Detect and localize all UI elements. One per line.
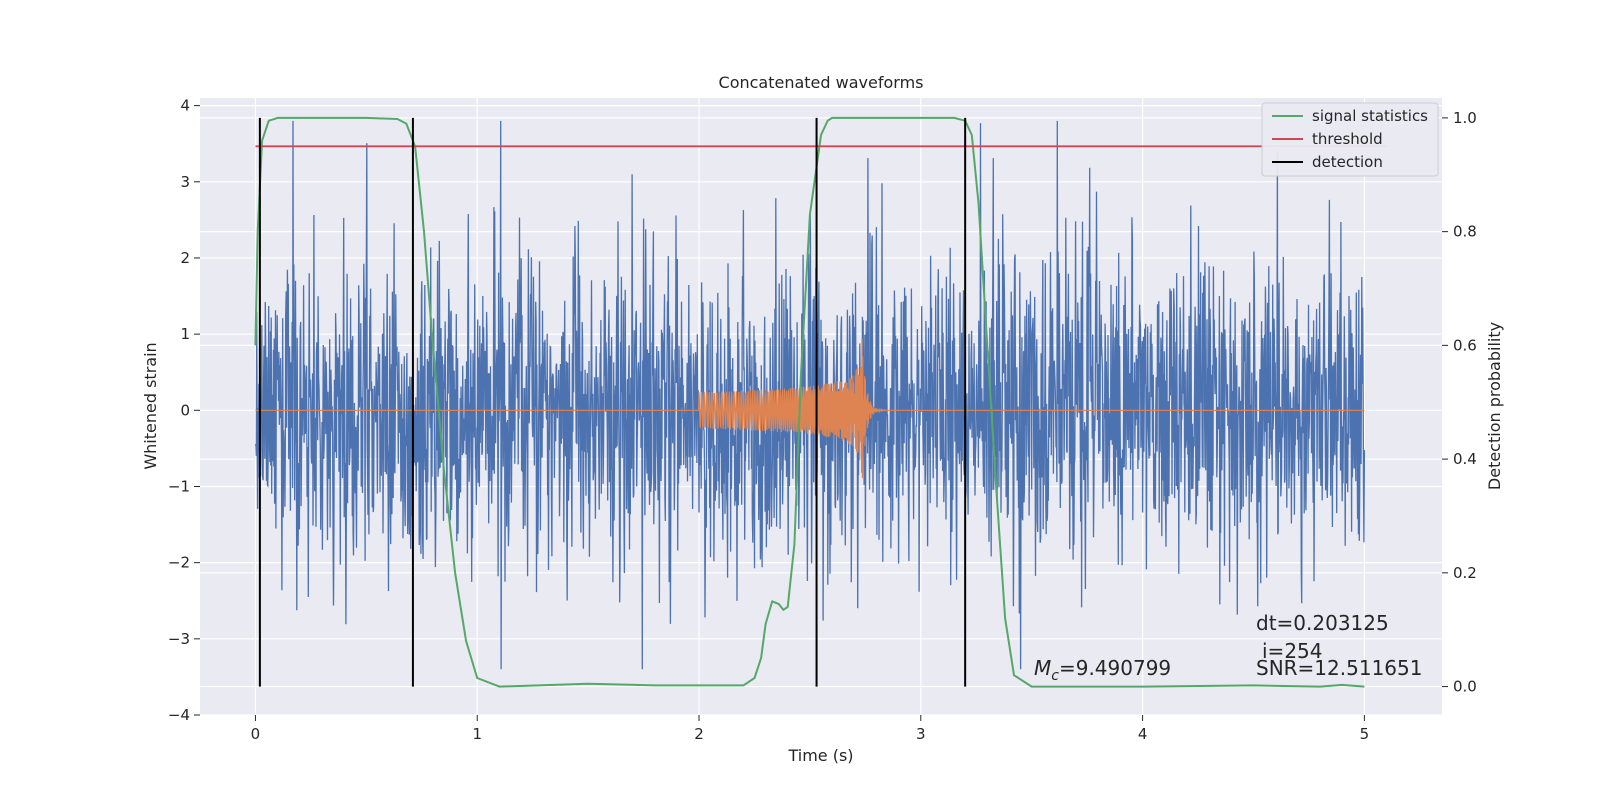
- legend: signal statistics threshold detection: [1261, 102, 1439, 177]
- legend-label-statistics: signal statistics: [1312, 107, 1428, 125]
- legend-box: [1261, 102, 1439, 177]
- right-y-axis-label: Detection probability: [1485, 322, 1504, 490]
- right-y-tick-label: 1.0: [1453, 109, 1477, 127]
- x-tick-label: 3: [916, 725, 926, 743]
- y-tick-label: 2: [180, 249, 190, 267]
- y-tick-label: −4: [168, 706, 190, 724]
- x-tick-label: 0: [251, 725, 261, 743]
- signal-statistics-line: [254, 116, 1365, 688]
- x-axis-label: Time (s): [787, 746, 853, 765]
- x-tick-label: 1: [472, 725, 482, 743]
- y-tick-label: −1: [168, 477, 190, 495]
- annotation-mc-symbol: M: [1034, 656, 1051, 680]
- y-tick-label: 1: [180, 325, 190, 343]
- chart-title: Concatenated waveforms: [719, 73, 924, 92]
- x-tick-label: 4: [1138, 725, 1148, 743]
- y-tick-label: −3: [168, 630, 190, 648]
- right-y-tick-label: 0.0: [1453, 678, 1477, 696]
- annotation-index: i=254: [1262, 639, 1323, 663]
- y-tick-label: 0: [180, 401, 190, 419]
- annotation-dt: dt=0.203125: [1256, 611, 1389, 635]
- y-tick-label: 4: [180, 97, 190, 115]
- injected-waveform-line: [255, 338, 1365, 479]
- y-tick-label: −2: [168, 554, 190, 572]
- y-axis-label: Whitened strain: [141, 342, 160, 469]
- right-y-tick-label: 0.4: [1453, 450, 1477, 468]
- legend-label-detection: detection: [1312, 153, 1383, 171]
- annotations: Mc=9.490799 dt=0.203125 i=254 SNR=12.511…: [1034, 611, 1422, 684]
- legend-label-threshold: threshold: [1312, 130, 1383, 148]
- right-y-tick-label: 0.2: [1453, 564, 1477, 582]
- right-y-tick-label: 0.6: [1453, 336, 1477, 354]
- annotation-mc-subscript: c: [1051, 668, 1059, 684]
- annotation-chirp-mass: Mc=9.490799: [1034, 656, 1171, 684]
- right-y-tick-label: 0.8: [1453, 223, 1477, 241]
- y-tick-label: 3: [180, 173, 190, 191]
- detection-series: [258, 117, 967, 687]
- axis-ticks: 0 1 2 3 4 5 −4 −3 −2 −1 0 1 2 3 4 0.0 0.2 0.4 0.6 0.8 1.0: [168, 97, 1477, 743]
- x-tick-label: 2: [694, 725, 704, 743]
- annotation-snr: SNR=12.511651: [1256, 656, 1422, 680]
- signal-statistics-series: [254, 116, 1365, 688]
- x-tick-label: 5: [1360, 725, 1370, 743]
- annotation-mc-value: =9.490799: [1059, 656, 1171, 680]
- injected-waveform-series: [255, 338, 1365, 479]
